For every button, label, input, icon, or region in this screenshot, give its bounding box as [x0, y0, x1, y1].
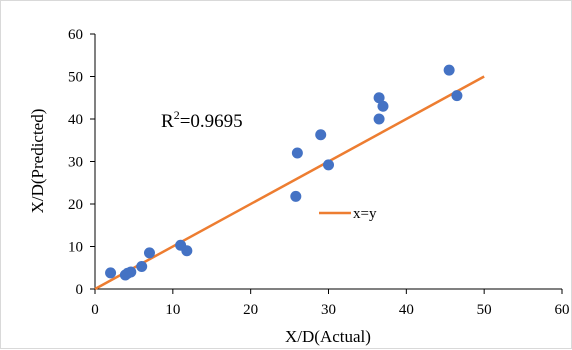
data-point: [443, 64, 455, 76]
legend: x=y: [319, 206, 377, 222]
x-tick-label: 60: [555, 302, 570, 318]
r-squared-value: =0.9695: [180, 111, 243, 132]
r-squared-exponent: 2: [174, 108, 180, 122]
data-point: [315, 129, 327, 141]
data-point: [377, 100, 389, 112]
data-point: [451, 90, 463, 102]
y-tick-label: 20: [68, 197, 83, 213]
fit-line-layer: [94, 75, 485, 291]
data-point: [323, 159, 334, 171]
y-tick-label: 30: [68, 155, 83, 171]
data-point: [291, 147, 303, 159]
r-squared-annotation: R2=0.9695: [161, 108, 243, 132]
data-point: [290, 190, 302, 202]
axes: [90, 33, 563, 294]
y-tick-label: 0: [76, 282, 84, 298]
points-layer: [105, 64, 463, 281]
data-point: [181, 245, 193, 257]
y-axis-title: X/D(Predicted): [28, 109, 47, 214]
x-tick-label: 40: [399, 302, 414, 318]
y-tick-label: 50: [68, 70, 83, 86]
data-point: [136, 260, 148, 272]
x-tick-label: 10: [165, 302, 180, 318]
x-tick-label: 20: [243, 302, 258, 318]
x-axis-title: X/D(Actual): [285, 327, 371, 346]
y-tick-label: 60: [68, 27, 83, 43]
x-tick-label: 50: [477, 302, 492, 318]
data-point: [143, 247, 155, 259]
data-point: [373, 113, 385, 125]
y-tick-label: 10: [68, 240, 83, 256]
x-equals-y-line: [94, 75, 485, 291]
x-tick-label: 0: [91, 302, 99, 318]
x-tick-label: 30: [321, 302, 336, 318]
y-tick-label: 40: [68, 112, 83, 128]
data-point: [373, 92, 385, 104]
legend-label: x=y: [353, 206, 377, 222]
data-point: [125, 266, 137, 278]
tick-labels: 0 10 20 30 40 50 60 0 10 20 30 40 50 60: [68, 27, 570, 318]
r-squared-base: R: [161, 111, 174, 132]
data-point: [105, 267, 117, 279]
